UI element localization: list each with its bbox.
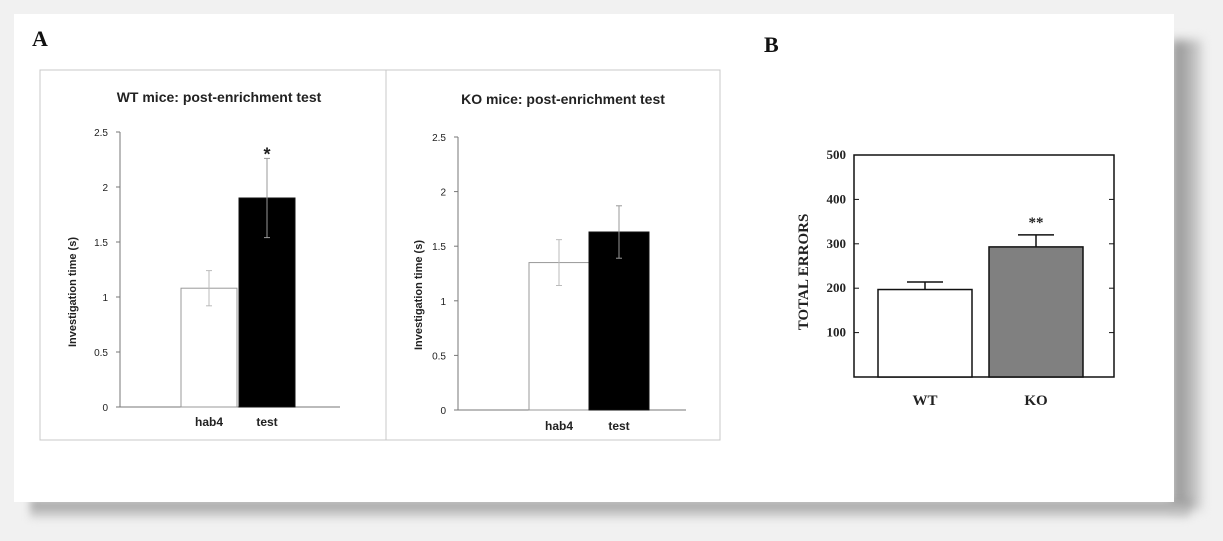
page-shadow-right xyxy=(1172,40,1202,510)
errors-ytick-label: 500 xyxy=(827,147,847,162)
wt-ytick-label: 0 xyxy=(102,403,108,414)
errors-plot-frame xyxy=(853,154,1115,378)
errors-chart: TOTAL ERRORS 100 200 300 400 500 WT ** KO xyxy=(796,147,1115,409)
ko-chart-ylabel: Investigation time (s) xyxy=(413,240,425,350)
wt-chart: WT mice: post-enrichment test Investigat… xyxy=(39,69,389,441)
ko-ytick-label: 0 xyxy=(440,406,446,417)
ko-ytick-label: 1.5 xyxy=(432,242,446,253)
ko-category-label: hab4 xyxy=(545,419,573,433)
wt-chart-title: WT mice: post-enrichment test xyxy=(117,89,322,105)
ko-bar-hab4 xyxy=(528,262,590,411)
wt-significance-test: * xyxy=(263,144,270,164)
panel-b-label: B xyxy=(764,32,779,57)
wt-ytick-label: 2.5 xyxy=(94,128,108,139)
wt-category-label: hab4 xyxy=(195,415,223,429)
errors-bar-KO xyxy=(988,246,1084,378)
ko-ytick-label: 0.5 xyxy=(432,351,446,362)
ko-chart-title: KO mice: post-enrichment test xyxy=(461,91,665,107)
wt-ytick-label: 2 xyxy=(102,183,108,194)
errors-significance-KO: ** xyxy=(1029,215,1044,231)
ko-ytick-label: 1 xyxy=(440,297,446,308)
errors-ytick-label: 400 xyxy=(827,191,847,206)
wt-category-label: test xyxy=(256,415,277,429)
wt-ytick-label: 1.5 xyxy=(94,238,108,249)
page-shadow xyxy=(30,500,1190,518)
wt-chart-ylabel: Investigation time (s) xyxy=(67,237,79,347)
errors-ytick-label: 100 xyxy=(827,325,847,340)
ko-category-label: test xyxy=(608,419,629,433)
errors-ytick-label: 300 xyxy=(827,236,847,251)
wt-bar-hab4 xyxy=(180,287,238,408)
panel-a-label: A xyxy=(32,26,48,51)
wt-ytick-label: 1 xyxy=(102,293,108,304)
errors-ytick-label: 200 xyxy=(827,280,847,295)
errors-bar-WT xyxy=(877,288,973,378)
errors-category-label: KO xyxy=(1024,393,1047,409)
figure-page: A B WT mice: post-enrichment test Invest… xyxy=(14,14,1174,502)
ko-chart: KO mice: post-enrichment test Investigat… xyxy=(385,69,721,441)
errors-category-label: WT xyxy=(912,393,937,409)
ko-ytick-label: 2 xyxy=(440,188,446,199)
ko-ytick-label: 2.5 xyxy=(432,133,446,144)
wt-ytick-label: 0.5 xyxy=(94,348,108,359)
errors-chart-ylabel: TOTAL ERRORS xyxy=(796,214,812,331)
